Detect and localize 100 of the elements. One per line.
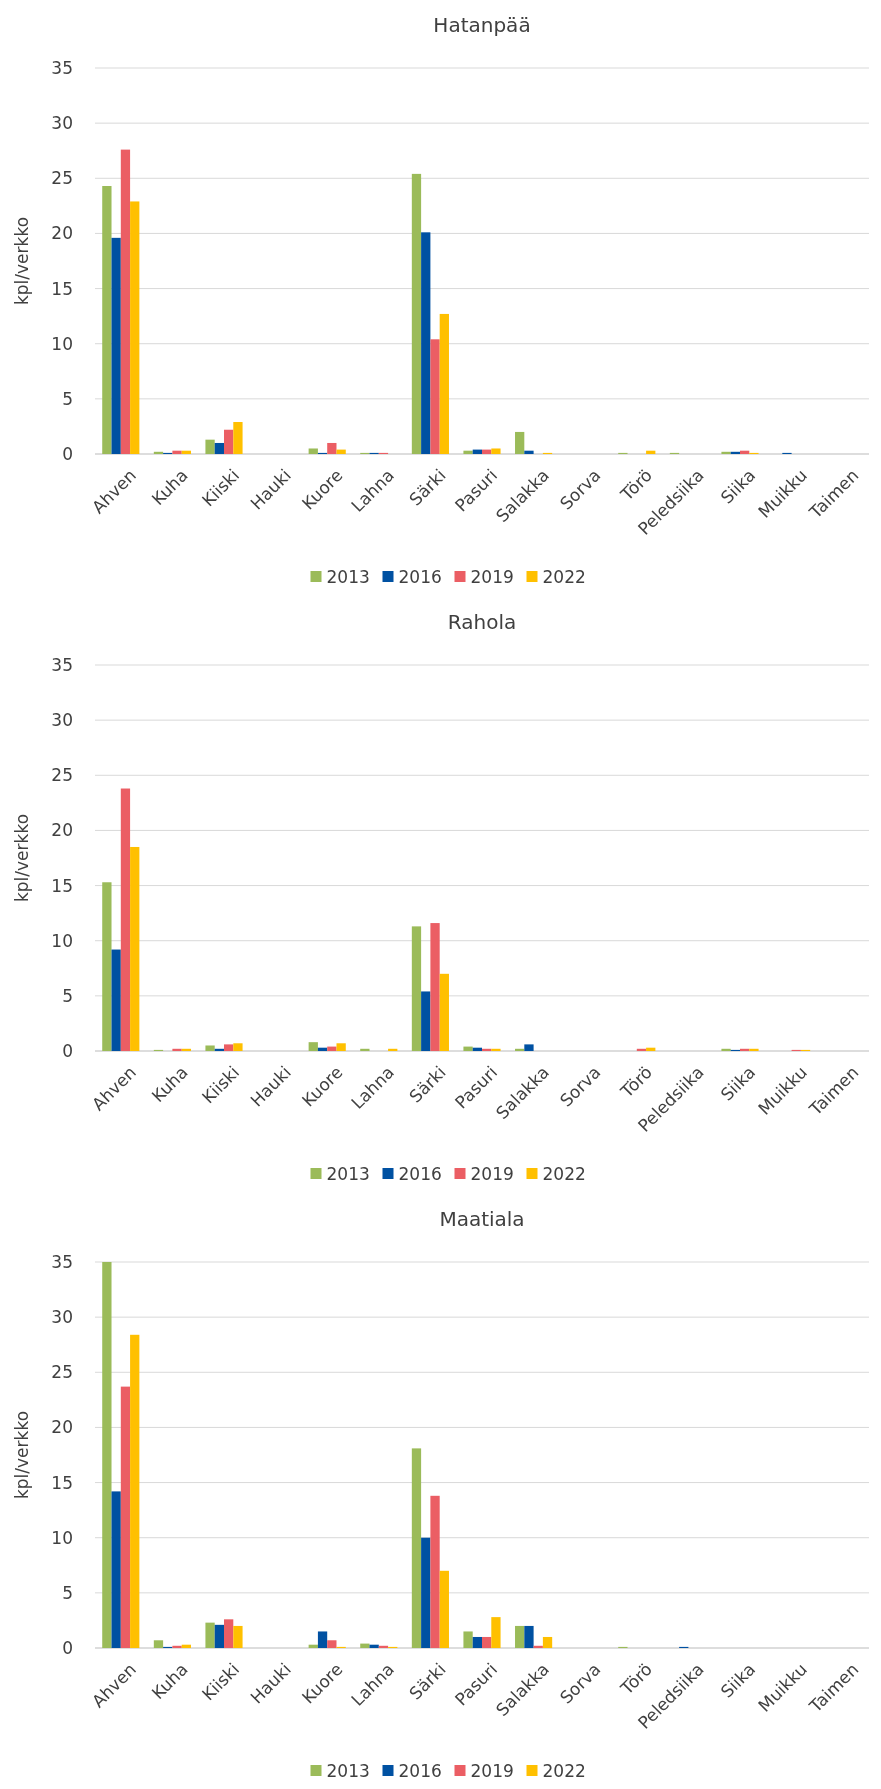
bar <box>430 923 440 1051</box>
y-tick-label: 20 <box>51 1417 73 1438</box>
y-tick-label: 0 <box>62 443 73 464</box>
bar <box>421 991 431 1051</box>
y-tick-label: 0 <box>62 1637 73 1658</box>
y-tick-label: 15 <box>51 875 73 896</box>
y-tick-label: 10 <box>51 333 73 354</box>
y-tick-label: 15 <box>51 278 73 299</box>
bar <box>463 450 473 454</box>
y-tick-label: 30 <box>51 1307 73 1328</box>
bar <box>721 1048 731 1051</box>
bar <box>102 1262 112 1648</box>
bar <box>411 173 422 454</box>
bar <box>120 149 131 454</box>
bar <box>224 429 234 454</box>
bar <box>336 449 346 454</box>
bar <box>542 1636 553 1648</box>
y-tick-label: 15 <box>51 1472 73 1493</box>
bar <box>421 1537 431 1648</box>
bar <box>439 313 449 454</box>
bar <box>730 451 740 454</box>
bar <box>327 1640 337 1648</box>
bar <box>439 1570 449 1648</box>
bar <box>463 1631 473 1648</box>
bar <box>214 1624 224 1648</box>
bar <box>360 1643 370 1648</box>
y-tick-label: 20 <box>51 820 73 841</box>
bar <box>463 1046 473 1051</box>
bar <box>430 339 440 454</box>
bar <box>491 448 501 454</box>
y-tick-label: 30 <box>51 113 73 134</box>
bar <box>233 1043 243 1051</box>
bar <box>749 1048 759 1051</box>
legend-label: 2019 <box>470 1760 514 1781</box>
legend-label: 2013 <box>326 1760 370 1781</box>
y-tick-label: 25 <box>51 1362 73 1383</box>
bar <box>336 1043 346 1051</box>
bar <box>205 439 215 454</box>
bar <box>172 1048 182 1051</box>
legend-label: 2016 <box>398 1760 442 1781</box>
bar <box>636 1048 647 1051</box>
bar <box>515 1625 525 1648</box>
bar <box>153 1640 164 1648</box>
legend-label: 2022 <box>542 566 586 587</box>
legend-label: 2022 <box>542 1760 586 1781</box>
bar <box>327 442 337 454</box>
bar <box>224 1619 234 1648</box>
legend-label: 2016 <box>398 1163 442 1184</box>
bar <box>388 1048 398 1051</box>
bar <box>430 1495 440 1648</box>
y-tick-label: 5 <box>62 1582 73 1603</box>
legend-label: 2019 <box>470 1163 514 1184</box>
chart-title: Rahola <box>447 610 517 634</box>
bar <box>308 1042 318 1051</box>
bar <box>102 186 112 454</box>
bar <box>482 1636 492 1648</box>
bar <box>308 448 318 454</box>
bar <box>360 1048 370 1051</box>
bar <box>411 1448 422 1648</box>
y-axis-title: kpl/verkko <box>12 216 32 306</box>
bar <box>120 1386 131 1648</box>
bar <box>130 846 140 1051</box>
bar <box>111 237 121 454</box>
bar <box>172 450 182 454</box>
bar <box>533 1645 543 1648</box>
bar <box>224 1044 234 1051</box>
bar <box>491 1048 501 1051</box>
bar <box>130 1334 140 1648</box>
bar <box>472 1636 482 1648</box>
bar <box>721 451 731 454</box>
bar <box>111 949 121 1051</box>
bar <box>172 1645 182 1648</box>
y-axis-title: kpl/verkko <box>12 813 32 903</box>
y-tick-label: 35 <box>51 654 73 675</box>
y-tick-label: 35 <box>51 1251 73 1272</box>
bar <box>102 882 112 1051</box>
bar <box>205 1622 215 1648</box>
legend-label: 2013 <box>326 1163 370 1184</box>
bar <box>524 1625 534 1648</box>
bar <box>130 201 140 454</box>
bar <box>515 431 525 454</box>
bar <box>482 1048 492 1051</box>
bar <box>120 788 131 1051</box>
y-tick-label: 10 <box>51 930 73 951</box>
bar <box>214 442 224 454</box>
chart-title: Maatiala <box>439 1207 525 1231</box>
y-tick-label: 10 <box>51 1527 73 1548</box>
y-tick-label: 5 <box>62 985 73 1006</box>
bar <box>205 1045 215 1051</box>
y-tick-label: 35 <box>51 57 73 78</box>
bar <box>233 422 243 454</box>
y-tick-label: 30 <box>51 710 73 731</box>
legend-label: 2013 <box>326 566 370 587</box>
y-axis-title: kpl/verkko <box>12 1410 32 1500</box>
bar <box>491 1617 501 1648</box>
bar <box>515 1048 525 1051</box>
bar <box>111 1491 121 1648</box>
y-tick-label: 5 <box>62 388 73 409</box>
bar <box>233 1625 243 1648</box>
y-tick-label: 25 <box>51 765 73 786</box>
